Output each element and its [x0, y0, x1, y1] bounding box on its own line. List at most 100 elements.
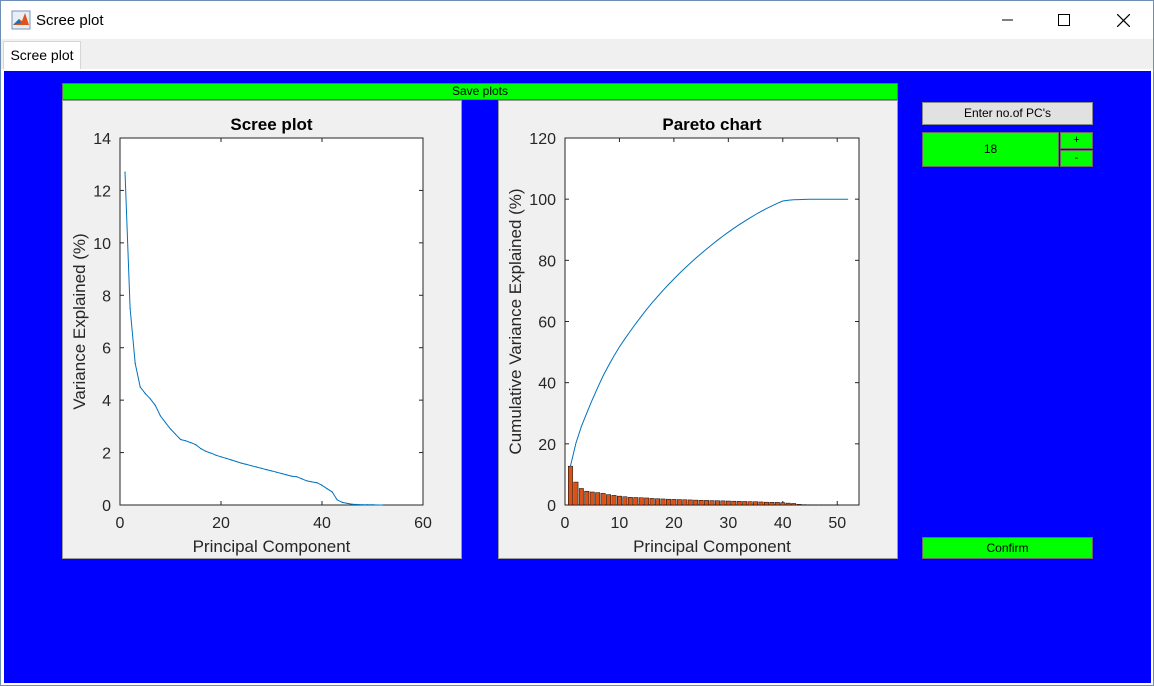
x-tick-label: 20: [665, 515, 683, 532]
x-tick-label: 10: [611, 515, 629, 532]
plot-area: [119, 137, 424, 506]
decrement-button[interactable]: -: [1060, 150, 1093, 167]
tab-strip: Scree plot: [1, 39, 1153, 69]
pareto-bar: [753, 501, 758, 506]
title-bar: Scree plot: [1, 1, 1153, 39]
pareto-bar: [617, 495, 622, 506]
window-title: Scree plot: [36, 12, 104, 29]
pareto-bar: [736, 501, 742, 506]
x-tick-label: 60: [414, 515, 432, 532]
y-tick-label: 2: [102, 446, 111, 463]
y-tick-label: 4: [102, 393, 111, 410]
y-tick-label: 8: [102, 288, 111, 305]
pareto-bar: [720, 500, 726, 506]
pareto-bar: [644, 497, 650, 506]
pareto-bar: [742, 501, 748, 506]
chart-title: Pareto chart: [662, 115, 762, 134]
save-plots-button[interactable]: Save plots: [62, 83, 898, 100]
y-axis-label: Variance Explained (%): [70, 233, 89, 409]
pareto-bar: [649, 498, 655, 506]
plot-area: [564, 137, 860, 506]
confirm-button[interactable]: Confirm: [922, 537, 1093, 559]
x-tick-label: 20: [212, 515, 230, 532]
y-tick-label: 60: [538, 315, 556, 332]
pareto-bar: [611, 495, 617, 506]
main-panel: Save plots 0 20 40 60 0 2 4 6 8 10 12 14 Scree plot P…: [4, 71, 1151, 683]
scree-plot-chart: 0 20 40 60 0 2 4 6 8 10 12 14 Scree plot Principal Co…: [70, 115, 432, 556]
matlab-icon: [11, 10, 31, 30]
y-tick-label: 14: [93, 131, 111, 148]
pareto-bar: [568, 465, 573, 506]
pareto-bar: [764, 501, 769, 506]
pareto-bar: [578, 488, 584, 506]
y-tick-label: 6: [102, 341, 111, 358]
minimize-button[interactable]: [985, 1, 1031, 39]
increment-button[interactable]: +: [1060, 132, 1093, 149]
pareto-bar: [655, 498, 660, 506]
pareto-bar: [584, 490, 590, 506]
pareto-bar: [698, 500, 704, 506]
pareto-bar: [780, 502, 786, 506]
pareto-bar: [595, 492, 601, 506]
x-tick-label: 40: [313, 515, 331, 532]
close-icon: [1116, 13, 1130, 27]
pareto-bar: [709, 500, 715, 506]
pareto-bar: [769, 502, 775, 506]
x-tick-label: 40: [774, 515, 792, 532]
minimize-icon: [1002, 19, 1013, 21]
pareto-bar: [573, 481, 579, 506]
pareto-bar: [758, 501, 764, 506]
x-axis-label: Principal Component: [193, 537, 351, 556]
y-tick-label: 100: [529, 192, 556, 209]
y-tick-label: 0: [547, 498, 556, 515]
pareto-bar: [682, 499, 688, 506]
y-tick-label: 10: [93, 236, 111, 253]
pareto-bar: [600, 493, 606, 506]
pareto-bar: [622, 496, 628, 506]
chart-title: Scree plot: [230, 115, 313, 134]
pareto-bar: [627, 497, 633, 506]
pareto-bar: [638, 497, 644, 506]
pareto-bar: [715, 500, 720, 506]
close-button[interactable]: [1100, 1, 1146, 39]
y-tick-label: 12: [93, 183, 111, 200]
pareto-bar: [704, 500, 709, 506]
tab-scree-plot[interactable]: Scree plot: [3, 41, 81, 69]
pareto-bar: [693, 499, 699, 506]
pareto-bar: [633, 497, 639, 506]
y-tick-label: 120: [529, 131, 556, 148]
pareto-bar: [676, 499, 682, 506]
enter-pcs-button[interactable]: Enter no.of PC's: [922, 102, 1093, 125]
maximize-icon: [1058, 14, 1070, 26]
pareto-chart-panel: 0 10 20 30 40 50 0 20 40 60 80 100 120 Pareto chart Pr…: [498, 100, 898, 559]
pareto-bar: [725, 500, 731, 506]
pareto-bar: [589, 491, 595, 506]
pareto-bar: [785, 502, 791, 506]
pareto-bar: [660, 498, 666, 506]
cumulative-line: [569, 198, 849, 467]
x-tick-label: 50: [828, 515, 846, 532]
pareto-bar: [747, 501, 753, 506]
scree-plot-panel: 0 20 40 60 0 2 4 6 8 10 12 14 Scree plot Principal Co…: [62, 100, 462, 559]
pc-count-field[interactable]: 18: [922, 132, 1059, 167]
y-tick-label: 0: [102, 498, 111, 515]
pareto-bar: [796, 504, 802, 506]
x-tick-label: 0: [116, 515, 125, 532]
maximize-button[interactable]: [1041, 1, 1087, 39]
pareto-bar: [666, 498, 671, 506]
y-axis-label: Cumulative Variance Explained (%): [506, 188, 525, 454]
scree-line: [124, 172, 383, 506]
pareto-bar: [731, 500, 737, 506]
y-tick-label: 80: [538, 253, 556, 270]
pareto-bar: [671, 499, 677, 506]
pareto-bar: [606, 494, 611, 506]
y-tick-label: 40: [538, 376, 556, 393]
x-axis-label: Principal Component: [633, 537, 791, 556]
x-tick-label: 0: [561, 515, 570, 532]
y-tick-label: 20: [538, 437, 556, 454]
pareto-bar: [774, 502, 780, 506]
pareto-chart: 0 10 20 30 40 50 0 20 40 60 80 100 120 Pareto chart Pr…: [506, 115, 860, 556]
pareto-bar: [687, 499, 693, 506]
x-tick-label: 30: [719, 515, 737, 532]
